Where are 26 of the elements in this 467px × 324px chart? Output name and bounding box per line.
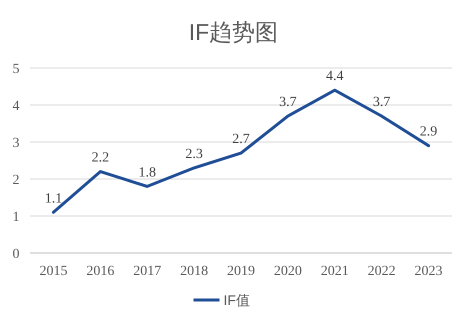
x-tick-label: 2020 xyxy=(274,264,302,279)
x-tick-label: 2019 xyxy=(227,264,255,279)
y-tick-label: 0 xyxy=(12,247,20,262)
x-tick-label: 2022 xyxy=(368,264,396,279)
legend-label: IF值 xyxy=(224,292,250,308)
data-label: 4.4 xyxy=(326,69,344,84)
data-label: 3.7 xyxy=(372,95,390,110)
x-tick-label: 2016 xyxy=(86,264,114,279)
data-label: 2.2 xyxy=(92,150,110,166)
x-tick-label: 2015 xyxy=(39,264,68,279)
y-tick-label: 2 xyxy=(12,173,20,188)
data-label: 2.3 xyxy=(185,146,203,162)
chart-title: IF趋势图 xyxy=(188,19,278,45)
y-tick-label: 1 xyxy=(12,210,20,225)
data-label: 1.8 xyxy=(138,165,156,180)
x-tick-label: 2021 xyxy=(320,264,349,279)
data-label: 3.7 xyxy=(279,95,297,110)
x-tick-label: 2017 xyxy=(133,264,162,279)
data-label: 1.1 xyxy=(44,191,62,206)
data-label: 2.7 xyxy=(232,132,250,148)
y-tick-label: 5 xyxy=(12,62,20,77)
y-tick-label: 4 xyxy=(12,99,20,114)
y-tick-label: 3 xyxy=(12,136,20,151)
x-tick-label: 2018 xyxy=(180,264,208,279)
x-tick-label: 2023 xyxy=(414,264,443,279)
data-label: 2.9 xyxy=(420,124,438,140)
